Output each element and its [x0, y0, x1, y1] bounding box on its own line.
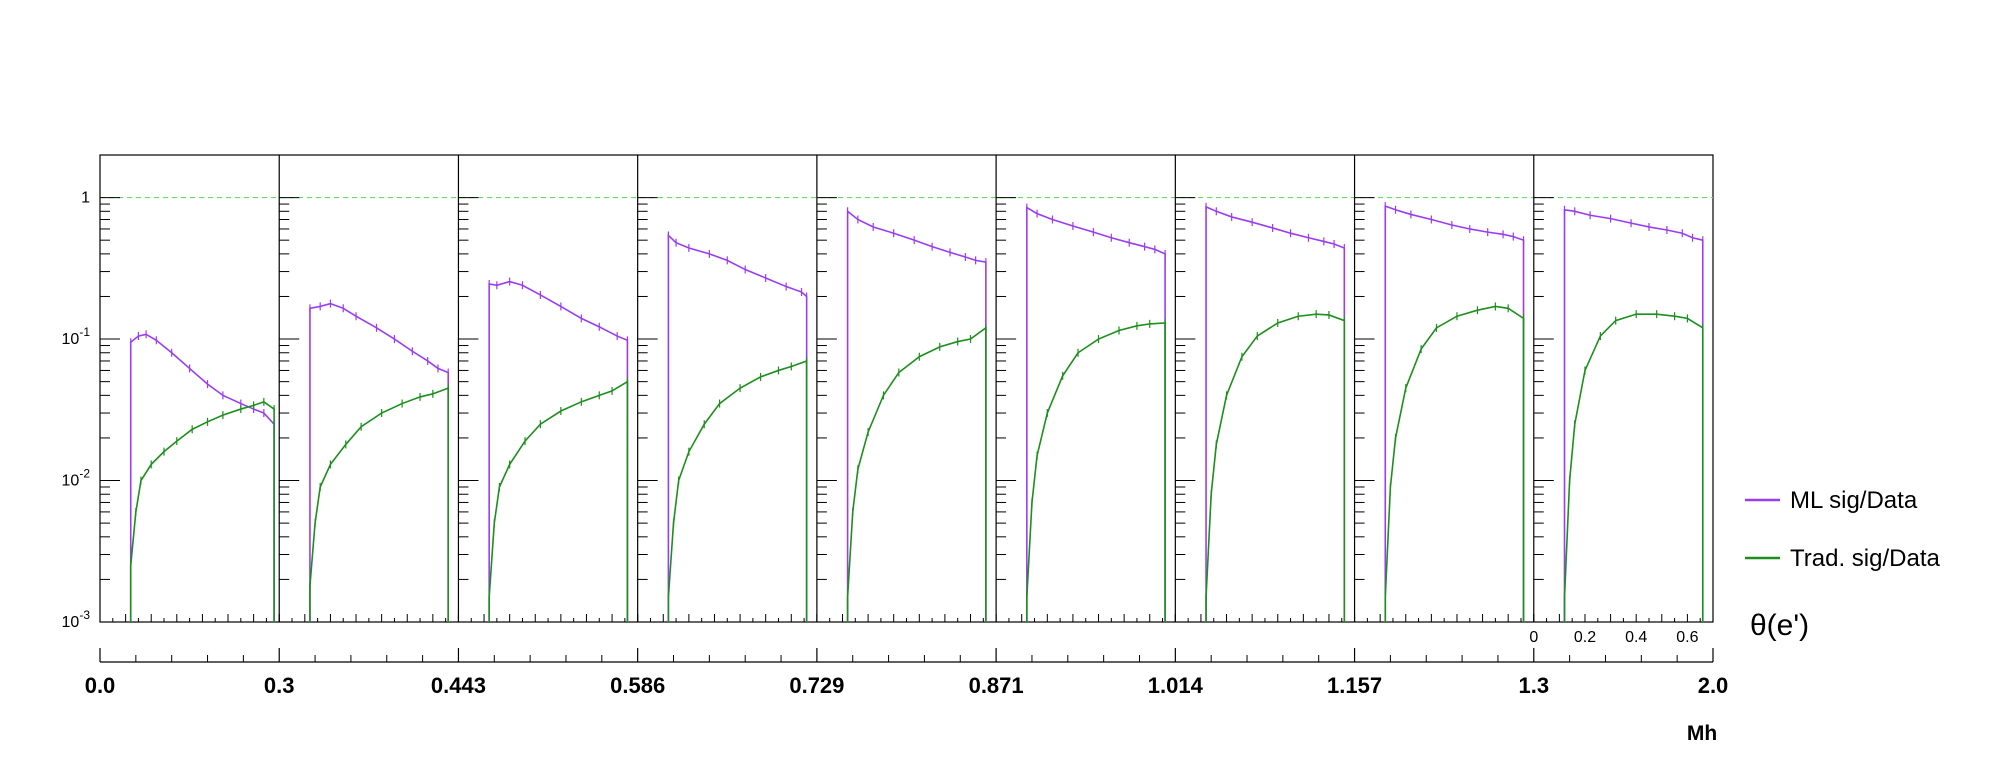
- series-line: [129, 333, 275, 622]
- bin-edge-label: 0.3: [264, 673, 295, 698]
- series-line: [1384, 205, 1525, 622]
- bin-edge-label: 0.443: [431, 673, 486, 698]
- bin-edge-label: 1.3: [1518, 673, 1549, 698]
- y-tick-label: 10-2: [62, 467, 91, 490]
- theta-axis-title: θ(e'): [1750, 609, 1809, 642]
- legend-label: Trad. sig/Data: [1790, 545, 1940, 572]
- legend-label: ML sig/Data: [1790, 487, 1918, 514]
- mh-axis-title: Mh: [1687, 722, 1717, 745]
- series-line: [667, 233, 808, 622]
- panels: [99, 154, 1714, 623]
- theta-axis-labels: 0 0.2 0.4 0.6: [1529, 629, 1698, 646]
- series-line: [1205, 205, 1346, 622]
- y-axis: 10-3 10-2 10-1 1: [62, 190, 91, 631]
- bin-edge-label: 0.871: [969, 673, 1024, 698]
- bin-edge-label: 1.157: [1327, 673, 1382, 698]
- bin-edge-label: 0.729: [789, 673, 844, 698]
- legend: ML sig/Data Trad. sig/Data: [1745, 487, 1940, 572]
- y-tick-label: 10-3: [62, 608, 91, 631]
- theta-tick-label: 0.2: [1574, 629, 1596, 646]
- bin-edge-label: 1.014: [1148, 673, 1204, 698]
- series-line: [1026, 206, 1166, 622]
- bin-edge-label: 0.586: [610, 673, 665, 698]
- series-line: [488, 280, 629, 622]
- bin-edge-label: 0.0: [85, 673, 116, 698]
- theta-tick-label: 0.6: [1676, 629, 1698, 646]
- y-tick-label: 10-1: [62, 325, 91, 348]
- y-tick-label: 1: [81, 190, 90, 207]
- mh-bin-axis: 0.0 0.3 0.443 0.586 0.729 0.871 1.014 1.157 1.3 2…: [85, 648, 1729, 698]
- series-line: [846, 209, 987, 622]
- theta-tick-label: 0: [1529, 629, 1538, 646]
- series-line: [1563, 208, 1704, 622]
- theta-tick-label: 0.4: [1625, 629, 1647, 646]
- bin-edge-label: 2.0: [1698, 673, 1729, 698]
